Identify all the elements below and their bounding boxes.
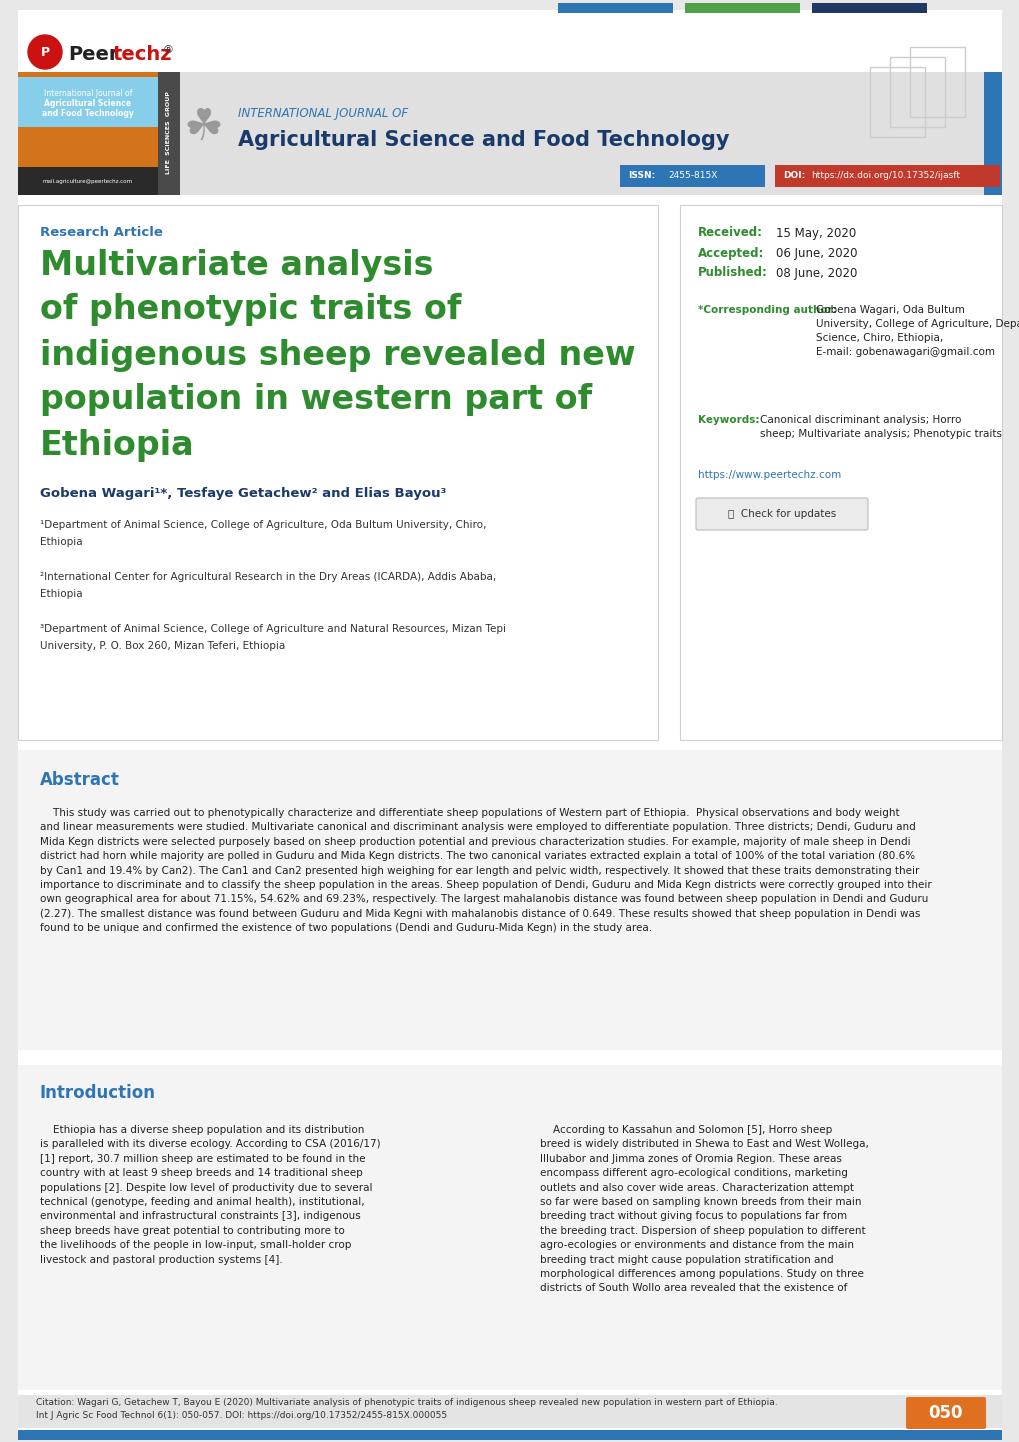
Text: 2455-815X: 2455-815X	[667, 172, 716, 180]
Text: Research Article: Research Article	[40, 226, 163, 239]
Bar	[685, 3, 799, 13]
Text: Gobena Wagari¹*, Tesfaye Getachew² and Elias Bayou³: Gobena Wagari¹*, Tesfaye Getachew² and E…	[40, 486, 446, 499]
Text: 050: 050	[928, 1405, 962, 1422]
Text: DOI:: DOI:	[783, 172, 804, 180]
Bar	[811, 3, 926, 13]
Text: Canonical discriminant analysis; Horro
sheep; Multivariate analysis; Phenotypic : Canonical discriminant analysis; Horro s…	[759, 415, 1001, 438]
Text: techz: techz	[113, 46, 172, 65]
Text: ²International Center for Agricultural Research in the Dry Areas (ICARDA), Addis: ²International Center for Agricultural R…	[40, 572, 496, 583]
Text: https://www.peertechz.com: https://www.peertechz.com	[697, 470, 841, 480]
Bar	[680, 205, 1001, 740]
Text: Keywords:: Keywords:	[697, 415, 759, 425]
Text: Agricultural Science and Food Technology: Agricultural Science and Food Technology	[237, 130, 729, 150]
Bar	[620, 164, 764, 187]
Bar	[909, 48, 964, 117]
Text: Gobena Wagari, Oda Bultum
University, College of Agriculture, Department of Anim: Gobena Wagari, Oda Bultum University, Co…	[815, 306, 1019, 358]
Text: Introduction: Introduction	[40, 1084, 156, 1102]
Text: 08 June, 2020: 08 June, 2020	[775, 267, 857, 280]
Text: Peer: Peer	[68, 46, 118, 65]
Bar	[983, 72, 1001, 195]
Circle shape	[28, 35, 62, 69]
Bar	[18, 1394, 1001, 1428]
Bar	[18, 167, 158, 195]
Text: Accepted:: Accepted:	[697, 247, 763, 260]
Text: Abstract: Abstract	[40, 771, 120, 789]
Text: Multivariate analysis: Multivariate analysis	[40, 248, 433, 281]
Bar	[18, 72, 1001, 195]
Text: INTERNATIONAL JOURNAL OF: INTERNATIONAL JOURNAL OF	[237, 108, 408, 121]
Text: population in western part of: population in western part of	[40, 384, 592, 417]
Bar	[18, 750, 1001, 1050]
Bar	[869, 66, 924, 137]
Bar	[18, 205, 657, 740]
Text: This study was carried out to phenotypically characterize and differentiate shee: This study was carried out to phenotypic…	[40, 808, 930, 933]
Text: Received:: Received:	[697, 226, 762, 239]
Bar	[557, 3, 673, 13]
Text: https://dx.doi.org/10.17352/ijasft: https://dx.doi.org/10.17352/ijasft	[810, 172, 959, 180]
Text: ³Department of Animal Science, College of Agriculture and Natural Resources, Miz: ³Department of Animal Science, College o…	[40, 624, 505, 634]
Text: indigenous sheep revealed new: indigenous sheep revealed new	[40, 339, 635, 372]
Text: According to Kassahun and Solomon [5], Horro sheep
breed is widely distributed i: According to Kassahun and Solomon [5], H…	[539, 1125, 868, 1293]
Text: ®: ®	[163, 45, 174, 55]
Text: 15 May, 2020: 15 May, 2020	[775, 226, 855, 239]
Text: and Food Technology: and Food Technology	[42, 110, 133, 118]
Bar	[18, 1066, 1001, 1390]
Text: Agricultural Science: Agricultural Science	[45, 99, 131, 108]
Text: of phenotypic traits of: of phenotypic traits of	[40, 294, 461, 326]
Text: 🔄  Check for updates: 🔄 Check for updates	[728, 509, 836, 519]
FancyBboxPatch shape	[905, 1397, 985, 1429]
Text: ¹Department of Animal Science, College of Agriculture, Oda Bultum University, Ch: ¹Department of Animal Science, College o…	[40, 521, 486, 531]
Text: Ethiopia: Ethiopia	[40, 588, 83, 598]
Text: Published:: Published:	[697, 267, 767, 280]
Text: Ethiopia: Ethiopia	[40, 536, 83, 547]
Bar	[18, 76, 158, 127]
Text: LIFE  SCIENCES  GROUP: LIFE SCIENCES GROUP	[166, 91, 171, 174]
Text: 06 June, 2020: 06 June, 2020	[775, 247, 857, 260]
Text: University, P. O. Box 260, Mizan Teferi, Ethiopia: University, P. O. Box 260, Mizan Teferi,…	[40, 642, 285, 650]
Bar	[18, 72, 158, 195]
Text: P: P	[41, 46, 50, 59]
Text: International Journal of: International Journal of	[44, 89, 132, 98]
Text: Ethiopia has a diverse sheep population and its distribution
is paralleled with : Ethiopia has a diverse sheep population …	[40, 1125, 380, 1265]
Text: Citation: Wagari G, Getachew T, Bayou E (2020) Multivariate analysis of phenotyp: Citation: Wagari G, Getachew T, Bayou E …	[36, 1399, 776, 1420]
Bar	[158, 72, 179, 195]
Text: ☘: ☘	[182, 107, 223, 150]
Bar	[774, 164, 999, 187]
Text: mail.agriculture@peertechz.com: mail.agriculture@peertechz.com	[43, 179, 132, 183]
Bar	[890, 58, 944, 127]
Text: Ethiopia: Ethiopia	[40, 428, 195, 461]
Bar	[18, 1430, 1001, 1441]
FancyBboxPatch shape	[695, 497, 867, 531]
Text: ISSN:: ISSN:	[628, 172, 654, 180]
Text: *Corresponding author:: *Corresponding author:	[697, 306, 836, 314]
